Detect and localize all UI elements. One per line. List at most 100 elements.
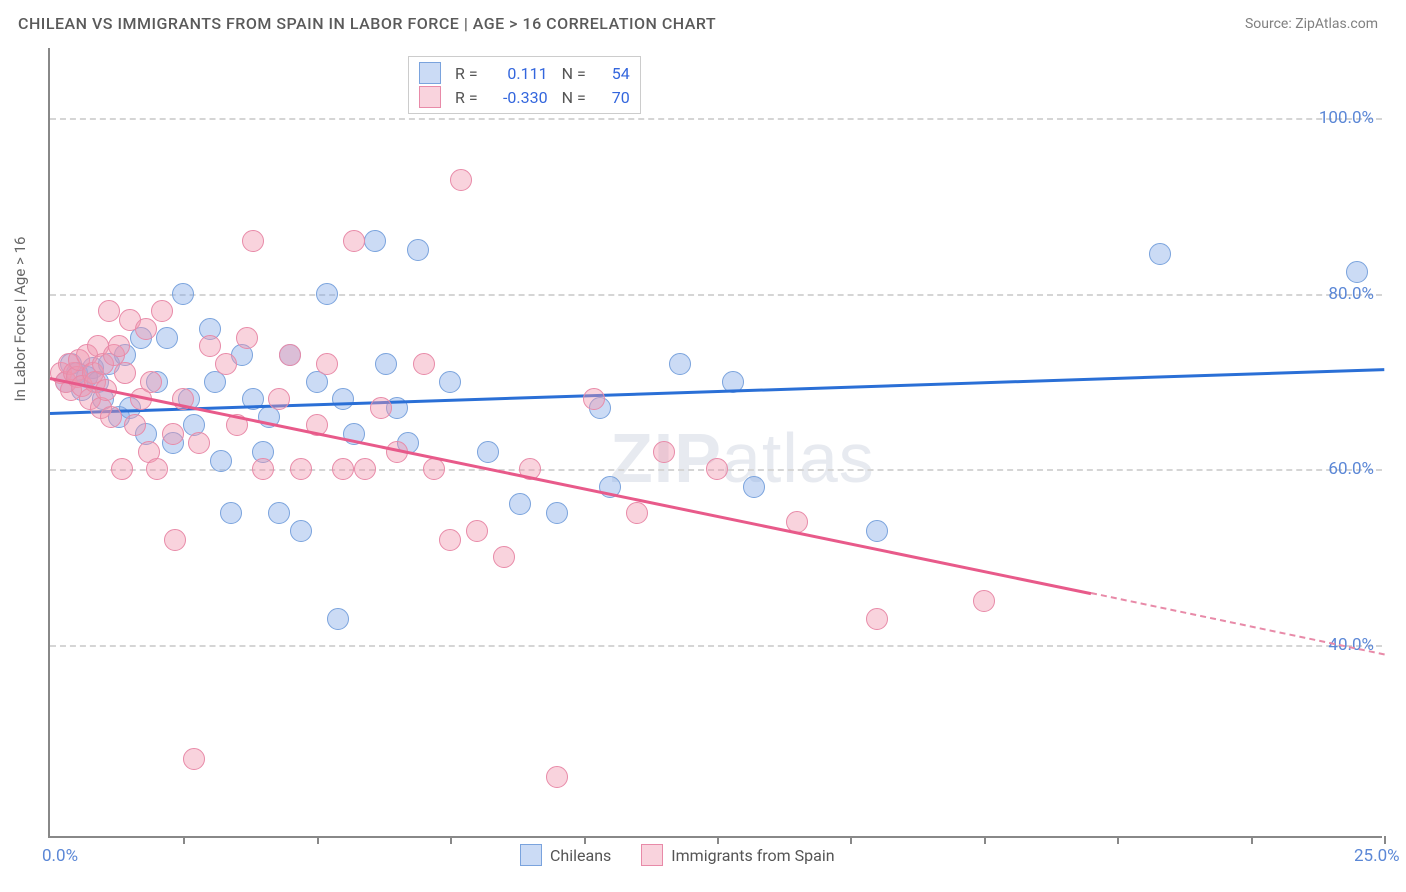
legend-swatch — [419, 86, 441, 108]
data-point — [626, 502, 648, 524]
data-point — [108, 335, 130, 357]
data-point — [354, 458, 376, 480]
y-tick-label: 100.0% — [1319, 108, 1374, 128]
trend-line — [50, 377, 1091, 595]
data-point — [290, 520, 312, 542]
data-point — [98, 300, 120, 322]
data-point — [493, 546, 515, 568]
data-point — [413, 353, 435, 375]
data-point — [316, 353, 338, 375]
data-point — [669, 353, 691, 375]
data-point — [111, 458, 133, 480]
data-point — [973, 590, 995, 612]
data-point — [268, 502, 290, 524]
data-point — [583, 388, 605, 410]
data-point — [164, 529, 186, 551]
data-point — [706, 458, 728, 480]
data-point — [252, 458, 274, 480]
data-point — [343, 230, 365, 252]
data-point — [423, 458, 445, 480]
x-tick — [1117, 836, 1119, 844]
x-tick — [450, 836, 452, 844]
x-tick — [317, 836, 319, 844]
data-point — [477, 441, 499, 463]
legend-n-value: 54 — [600, 64, 630, 83]
data-point — [743, 476, 765, 498]
legend-row: R =0.111N =54 — [419, 61, 630, 85]
data-point — [370, 397, 392, 419]
data-point — [546, 502, 568, 524]
plot-area: In Labor Force | Age > 16 ZIPatlas R =0.… — [48, 48, 1382, 838]
gridline — [50, 645, 1382, 647]
data-point — [100, 406, 122, 428]
correlation-legend: R =0.111N =54R =-0.330N =70 — [408, 56, 641, 114]
data-point — [439, 529, 461, 551]
data-point — [188, 432, 210, 454]
data-point — [316, 283, 338, 305]
data-point — [407, 239, 429, 261]
y-axis-label: In Labor Force | Age > 16 — [11, 237, 29, 402]
data-point — [172, 283, 194, 305]
legend-item: Immigrants from Spain — [641, 844, 834, 866]
data-point — [140, 371, 162, 393]
data-point — [242, 230, 264, 252]
data-point — [327, 608, 349, 630]
data-point — [546, 766, 568, 788]
data-point — [290, 458, 312, 480]
data-point — [215, 353, 237, 375]
series-legend: Chileans Immigrants from Spain — [520, 844, 835, 866]
legend-swatch — [641, 844, 663, 866]
data-point — [375, 353, 397, 375]
data-point — [332, 388, 354, 410]
x-tick — [584, 836, 586, 844]
data-point — [199, 335, 221, 357]
gridline — [50, 118, 1382, 120]
data-point — [210, 450, 232, 472]
data-point — [439, 371, 461, 393]
data-point — [114, 362, 136, 384]
legend-r-label: R = — [455, 64, 478, 83]
data-point — [866, 608, 888, 630]
source-attribution: Source: ZipAtlas.com — [1245, 16, 1378, 32]
legend-r-value: -0.330 — [492, 88, 548, 107]
data-point — [183, 748, 205, 770]
y-tick-label: 80.0% — [1328, 284, 1374, 304]
legend-item: Chileans — [520, 844, 611, 866]
legend-swatch — [419, 62, 441, 84]
legend-label: Immigrants from Spain — [671, 846, 834, 865]
x-tick — [183, 836, 185, 844]
x-tick — [1384, 836, 1386, 844]
legend-n-label: N = — [562, 64, 586, 83]
x-tick — [1251, 836, 1253, 844]
data-point — [236, 327, 258, 349]
data-point — [146, 458, 168, 480]
data-point — [124, 414, 146, 436]
data-point — [162, 423, 184, 445]
data-point — [332, 458, 354, 480]
legend-swatch — [520, 844, 542, 866]
legend-n-label: N = — [562, 88, 586, 107]
data-point — [268, 388, 290, 410]
data-point — [156, 327, 178, 349]
data-point — [866, 520, 888, 542]
gridline — [50, 294, 1382, 296]
data-point — [135, 318, 157, 340]
x-tick — [984, 836, 986, 844]
legend-label: Chileans — [550, 846, 611, 865]
data-point — [1346, 261, 1368, 283]
data-point — [364, 230, 386, 252]
data-point — [279, 344, 301, 366]
data-point — [466, 520, 488, 542]
data-point — [509, 493, 531, 515]
x-tick — [850, 836, 852, 844]
x-tick-label: 0.0% — [42, 846, 78, 866]
data-point — [1149, 243, 1171, 265]
data-point — [653, 441, 675, 463]
data-point — [151, 300, 173, 322]
data-point — [450, 169, 472, 191]
legend-row: R =-0.330N =70 — [419, 85, 630, 109]
chart-title: CHILEAN VS IMMIGRANTS FROM SPAIN IN LABO… — [18, 14, 716, 33]
legend-n-value: 70 — [600, 88, 630, 107]
x-tick-label: 25.0% — [1354, 846, 1400, 866]
y-tick-label: 60.0% — [1328, 459, 1374, 479]
